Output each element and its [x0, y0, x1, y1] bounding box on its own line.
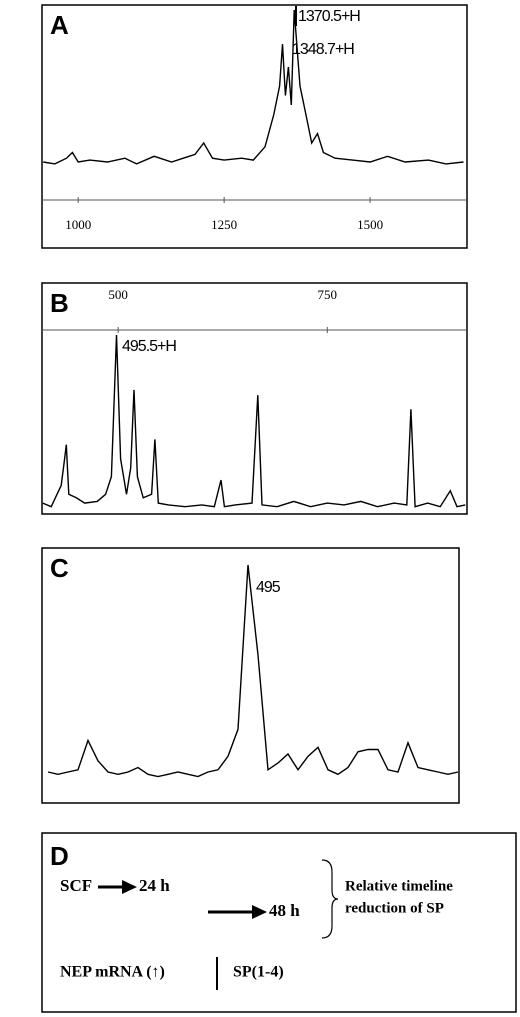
note: SP(1-4)	[233, 964, 284, 981]
panel-label: C	[50, 553, 69, 583]
spectrum-line	[43, 9, 464, 165]
panel-label: B	[50, 288, 69, 318]
arrowhead	[122, 880, 137, 894]
x-tick-label: 1250	[211, 217, 237, 232]
panel-box	[41, 4, 468, 249]
annotation: 495	[256, 579, 281, 596]
panel-box	[41, 282, 468, 515]
node: 24 h	[139, 876, 170, 895]
x-tick-label: 1500	[357, 217, 383, 232]
x-tick-label: 750	[318, 287, 338, 302]
brace	[321, 859, 339, 939]
note: NEP mRNA (↑)	[60, 964, 165, 981]
note: Relative timeline	[345, 878, 453, 894]
panel-label: D	[50, 841, 69, 871]
x-tick-label: 1000	[65, 217, 91, 232]
panel-d-box	[41, 832, 517, 1013]
x-tick-label: 500	[108, 287, 128, 302]
note: reduction of SP	[345, 900, 444, 916]
panel-box	[41, 547, 460, 804]
node: SCF	[60, 876, 92, 895]
spectrum-line	[47, 564, 459, 778]
spectrum-line	[42, 334, 466, 508]
annotation: 1348.7+H	[292, 41, 354, 58]
annotation: 1370.5+H	[298, 8, 360, 25]
annotation: 495.5+H	[122, 338, 176, 355]
node: 48 h	[269, 901, 300, 920]
panel-label: A	[50, 10, 69, 40]
arrowhead	[252, 905, 267, 919]
